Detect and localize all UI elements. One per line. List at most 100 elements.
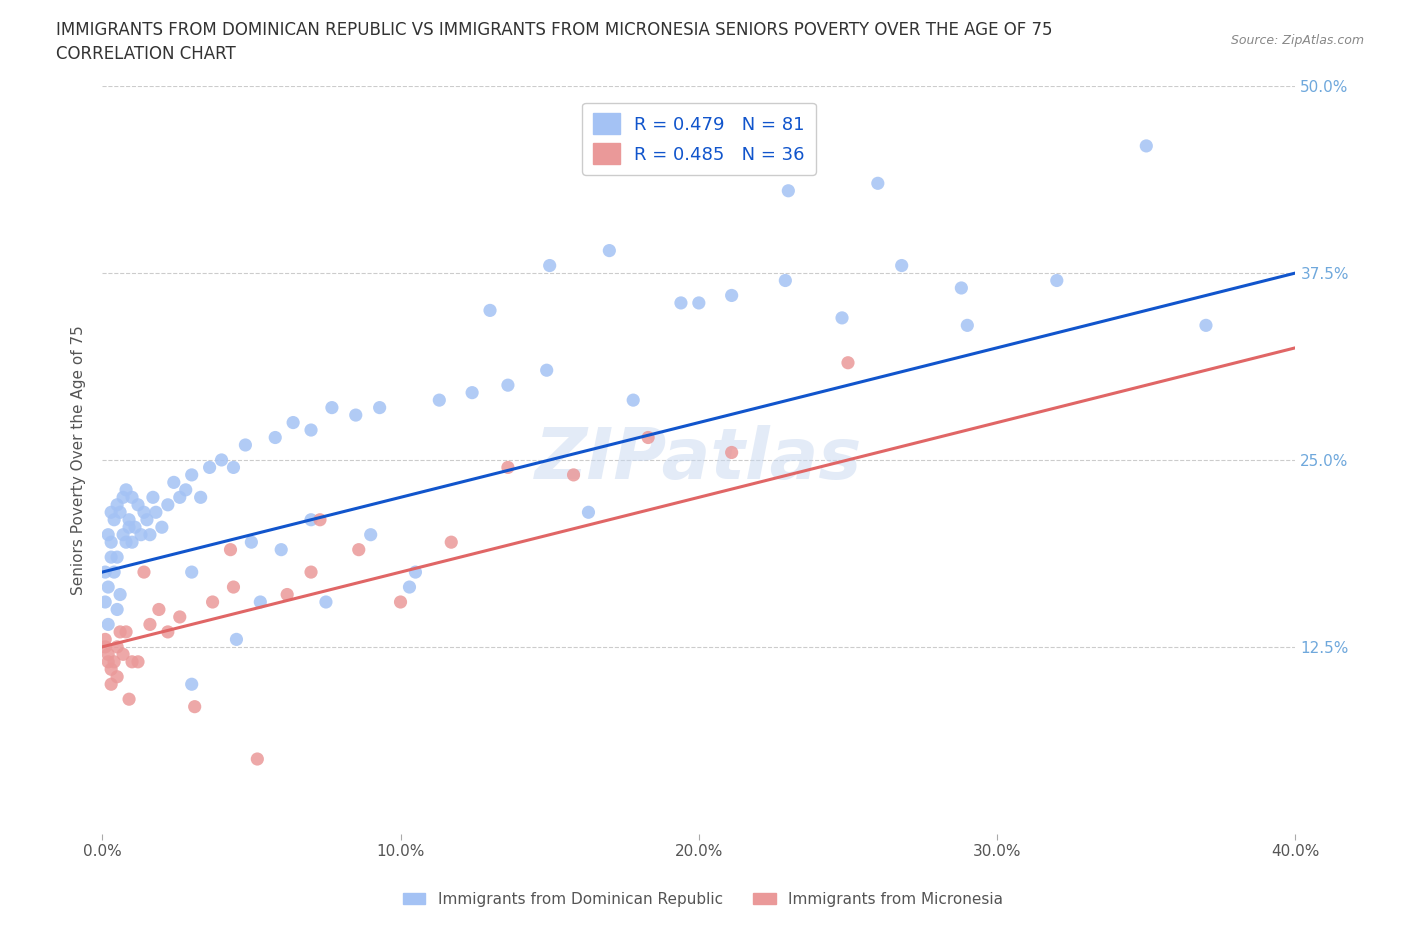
Point bbox=[720, 445, 742, 460]
Text: CORRELATION CHART: CORRELATION CHART bbox=[56, 45, 236, 62]
Point bbox=[281, 415, 304, 430]
Point bbox=[347, 542, 370, 557]
Point bbox=[222, 579, 245, 594]
Point bbox=[427, 392, 450, 407]
Point bbox=[299, 512, 322, 527]
Legend: Immigrants from Dominican Republic, Immigrants from Micronesia: Immigrants from Dominican Republic, Immi… bbox=[396, 886, 1010, 913]
Point bbox=[127, 655, 149, 670]
Point bbox=[440, 535, 463, 550]
Point bbox=[688, 296, 710, 311]
Point bbox=[156, 624, 179, 639]
Point bbox=[461, 385, 484, 400]
Point bbox=[100, 677, 122, 692]
Point bbox=[163, 475, 186, 490]
Point bbox=[100, 550, 122, 565]
Point bbox=[121, 535, 143, 550]
Point bbox=[249, 594, 271, 609]
Point bbox=[299, 565, 322, 579]
Point bbox=[169, 609, 191, 624]
Point bbox=[264, 430, 287, 445]
Point bbox=[866, 176, 889, 191]
Point bbox=[775, 273, 797, 288]
Point bbox=[97, 579, 120, 594]
Text: IMMIGRANTS FROM DOMINICAN REPUBLIC VS IMMIGRANTS FROM MICRONESIA SENIORS POVERTY: IMMIGRANTS FROM DOMINICAN REPUBLIC VS IM… bbox=[56, 21, 1053, 39]
Point bbox=[198, 460, 221, 475]
Point bbox=[1046, 273, 1069, 288]
Point bbox=[1135, 139, 1157, 153]
Point bbox=[112, 527, 135, 542]
Point bbox=[132, 565, 155, 579]
Point bbox=[105, 550, 128, 565]
Point bbox=[108, 587, 131, 602]
Point bbox=[778, 183, 800, 198]
Point bbox=[169, 490, 191, 505]
Point bbox=[538, 259, 561, 273]
Point bbox=[142, 490, 165, 505]
Point bbox=[118, 520, 141, 535]
Point bbox=[496, 460, 519, 475]
Point bbox=[94, 632, 117, 647]
Point bbox=[720, 288, 742, 303]
Point bbox=[621, 392, 644, 407]
Point bbox=[127, 498, 149, 512]
Point bbox=[174, 483, 197, 498]
Point bbox=[97, 527, 120, 542]
Point bbox=[139, 617, 162, 631]
Legend: R = 0.479   N = 81, R = 0.485   N = 36: R = 0.479 N = 81, R = 0.485 N = 36 bbox=[582, 102, 815, 175]
Point bbox=[94, 565, 117, 579]
Point bbox=[105, 498, 128, 512]
Point bbox=[190, 490, 212, 505]
Point bbox=[94, 594, 117, 609]
Point bbox=[240, 535, 263, 550]
Point bbox=[124, 520, 146, 535]
Point bbox=[132, 505, 155, 520]
Point bbox=[129, 527, 152, 542]
Point bbox=[321, 400, 343, 415]
Point bbox=[235, 437, 257, 452]
Point bbox=[156, 498, 179, 512]
Point bbox=[222, 460, 245, 475]
Point bbox=[219, 542, 242, 557]
Text: Source: ZipAtlas.com: Source: ZipAtlas.com bbox=[1230, 34, 1364, 47]
Text: ZIPatlas: ZIPatlas bbox=[536, 425, 862, 495]
Point bbox=[246, 751, 269, 766]
Point bbox=[108, 505, 131, 520]
Point bbox=[112, 490, 135, 505]
Point bbox=[94, 640, 117, 655]
Point bbox=[831, 311, 853, 325]
Point bbox=[496, 378, 519, 392]
Point bbox=[211, 453, 233, 468]
Point bbox=[115, 624, 138, 639]
Point bbox=[479, 303, 502, 318]
Point bbox=[398, 579, 420, 594]
Point bbox=[148, 602, 170, 617]
Point bbox=[368, 400, 391, 415]
Point bbox=[270, 542, 292, 557]
Point bbox=[956, 318, 979, 333]
Point bbox=[299, 422, 322, 437]
Point bbox=[121, 655, 143, 670]
Point bbox=[100, 505, 122, 520]
Point bbox=[103, 512, 125, 527]
Point bbox=[890, 259, 912, 273]
Point bbox=[837, 355, 859, 370]
Point bbox=[139, 527, 162, 542]
Point bbox=[97, 647, 120, 662]
Point bbox=[315, 594, 337, 609]
Point bbox=[598, 243, 620, 258]
Point bbox=[150, 520, 173, 535]
Point bbox=[100, 662, 122, 677]
Point bbox=[118, 692, 141, 707]
Point bbox=[276, 587, 298, 602]
Point bbox=[360, 527, 382, 542]
Point bbox=[136, 512, 159, 527]
Point bbox=[669, 296, 692, 311]
Point bbox=[309, 512, 332, 527]
Point bbox=[100, 535, 122, 550]
Point bbox=[112, 647, 135, 662]
Point bbox=[950, 281, 973, 296]
Point bbox=[145, 505, 167, 520]
Point bbox=[344, 407, 367, 422]
Point bbox=[118, 512, 141, 527]
Point bbox=[115, 483, 138, 498]
